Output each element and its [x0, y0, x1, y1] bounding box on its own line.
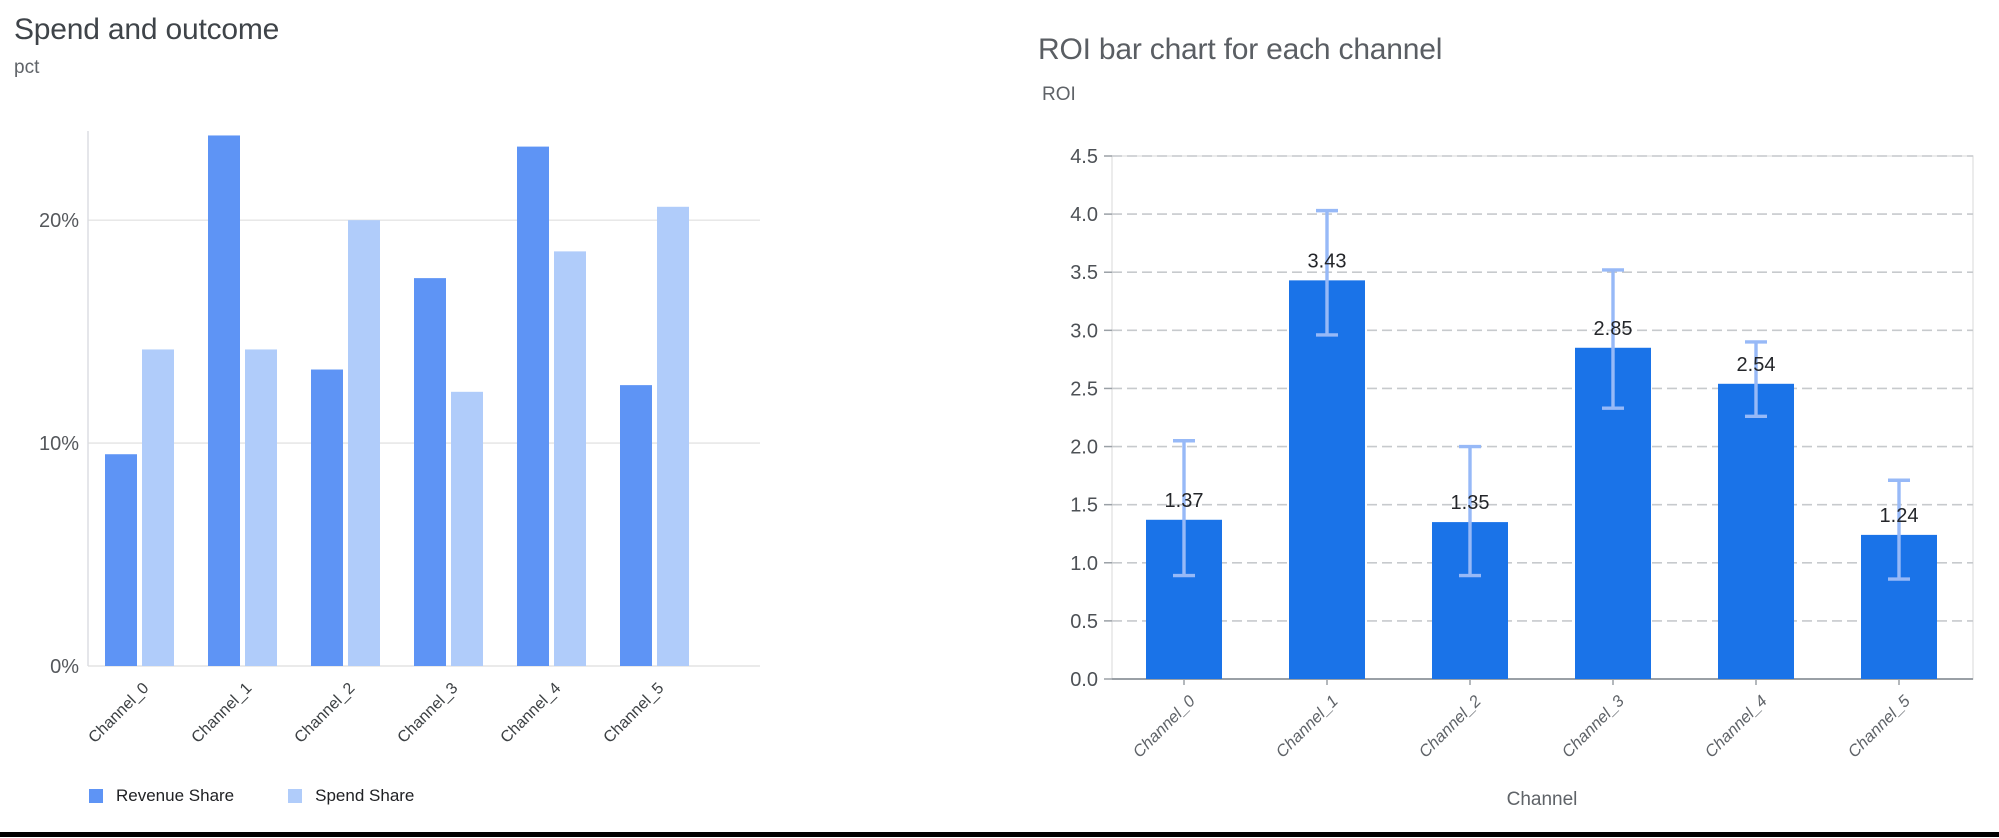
bar-revenue-share-Channel_0[interactable] [105, 454, 137, 666]
bar-spend-share-Channel_0[interactable] [142, 349, 174, 666]
spend-share-swatch [288, 789, 303, 803]
y-tick-label: 1.0 [1070, 553, 1098, 575]
y-tick-label: 2.0 [1070, 437, 1098, 459]
bar-roi-Channel_4[interactable] [1718, 383, 1794, 679]
bar-revenue-share-Channel_5[interactable] [620, 385, 652, 666]
bar-value-label-Channel_3: 2.85 [1594, 318, 1633, 340]
bar-revenue-share-Channel_4[interactable] [517, 146, 549, 666]
y-tick-label: 4.5 [1070, 146, 1098, 168]
bar-roi-Channel_1[interactable] [1289, 280, 1365, 679]
x-tick-label-Channel_2: Channel_2 [1416, 692, 1485, 761]
bar-value-label-Channel_2: 1.35 [1451, 492, 1490, 514]
bar-revenue-share-Channel_3[interactable] [414, 278, 446, 666]
y-tick-label: 3.0 [1070, 320, 1098, 342]
x-tick-label-Channel_4: Channel_4 [1702, 692, 1771, 761]
bar-revenue-share-Channel_2[interactable] [311, 369, 343, 666]
legend-label-revenue-share: Revenue Share [116, 786, 235, 805]
y-tick-label: 4.0 [1070, 204, 1098, 226]
y-tick-label: 3.5 [1070, 262, 1098, 284]
bar-spend-share-Channel_2[interactable] [348, 220, 380, 666]
bar-revenue-share-Channel_1[interactable] [208, 135, 240, 667]
bar-spend-share-Channel_1[interactable] [245, 349, 277, 666]
y-tick-label: 0.5 [1070, 611, 1098, 633]
y-tick-label: 0% [50, 656, 79, 678]
x-tick-label-Channel_5: Channel_5 [1845, 692, 1915, 762]
pct-axis-unit-label: pct [14, 57, 40, 78]
revenue-share-swatch [89, 789, 103, 803]
x-tick-label-Channel_1: Channel_1 [1273, 692, 1342, 761]
x-tick-label-Channel_3: Channel_3 [1559, 692, 1629, 762]
bar-value-label-Channel_4: 2.54 [1737, 354, 1776, 376]
bar-spend-share-Channel_4[interactable] [554, 251, 586, 666]
y-tick-label: 0.0 [1070, 669, 1098, 691]
x-tick-label-Channel_0: Channel_0 [1130, 692, 1200, 762]
channel-axis-title: Channel [1506, 789, 1578, 810]
window-bottom-border [0, 832, 1999, 837]
y-tick-label: 10% [39, 433, 79, 455]
bar-value-label-Channel_1: 3.43 [1308, 250, 1347, 272]
y-tick-label: 20% [39, 210, 79, 232]
roi-chart-title: ROI bar chart for each channel [1038, 33, 1443, 66]
roi-axis-unit-label: ROI [1042, 84, 1076, 105]
y-tick-label: 1.5 [1070, 495, 1098, 517]
bar-spend-share-Channel_5[interactable] [657, 206, 689, 666]
y-tick-label: 2.5 [1070, 378, 1098, 400]
bar-value-label-Channel_0: 1.37 [1165, 490, 1204, 512]
plot-border [1111, 155, 1974, 680]
bar-value-label-Channel_5: 1.24 [1880, 505, 1919, 527]
legend-item-spend-share[interactable]: Spend Share [288, 786, 414, 806]
bar-spend-share-Channel_3[interactable] [451, 391, 483, 666]
spend-outcome-chart-title: Spend and outcome [14, 13, 280, 46]
legend-item-revenue-share[interactable]: Revenue Share [89, 786, 234, 806]
chart-legend: Revenue Share Spend Share [89, 786, 468, 806]
legend-label-spend-share: Spend Share [315, 786, 415, 805]
